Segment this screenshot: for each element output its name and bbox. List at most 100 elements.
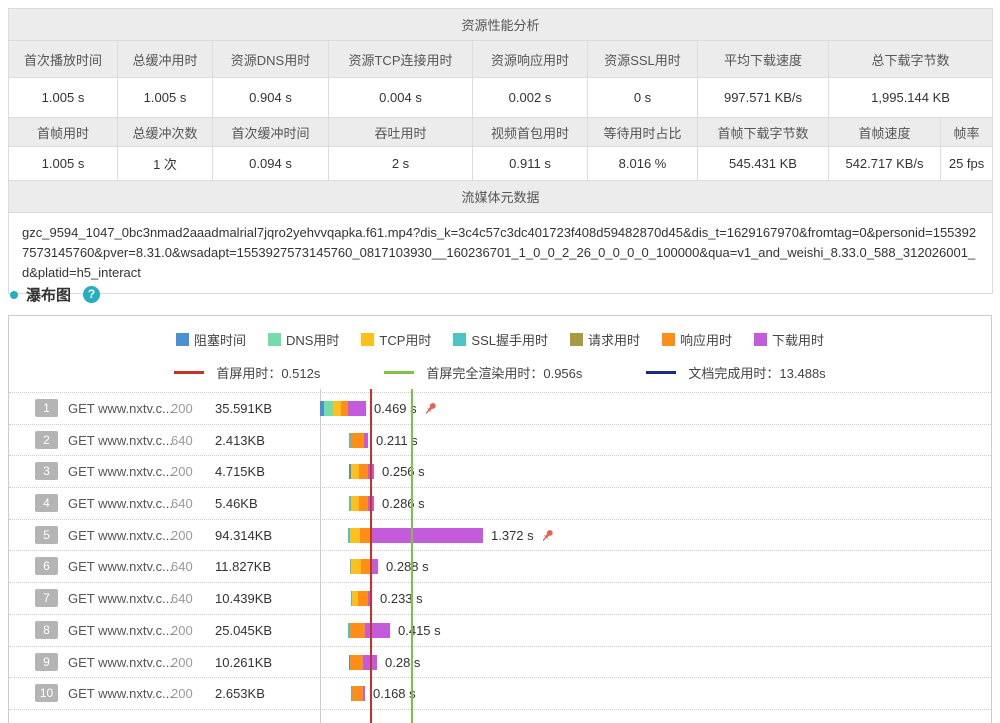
row-number-badge: 1 [35, 399, 58, 417]
block-segment [349, 654, 350, 670]
row-number-badge: 10 [35, 684, 58, 703]
waterfall-row[interactable]: 8 GET www.nxtv.c... 200 25.045KB 0.415 s [9, 615, 991, 647]
ssl-segment [348, 622, 350, 638]
row-number-badge: 3 [35, 462, 58, 481]
full_render_line-swatch-icon [384, 371, 415, 374]
response-size: 25.045KB [215, 622, 273, 638]
legend-label: DNS用时 [285, 333, 340, 348]
request-method-url: GET www.nxtv.c... [68, 559, 173, 575]
response-size: 10.439KB [215, 591, 273, 607]
metric-header-cell: 资源响应用时 [472, 40, 588, 78]
tcp-segment [350, 527, 360, 543]
metric-value-cell: 1.005 s [8, 77, 118, 118]
metric-header-cell: 资源TCP连接用时 [328, 40, 473, 78]
legend-item-block: 阻塞时间 [175, 330, 246, 349]
legend-item-response: 响应用时 [662, 330, 732, 349]
metric-value-cell: 0.904 s [212, 77, 329, 118]
tcp-segment [351, 496, 359, 512]
help-icon[interactable]: ? [83, 286, 101, 303]
request-method-url: GET www.nxtv.c... [68, 432, 173, 448]
waterfall-row[interactable]: 9 GET www.nxtv.c... 200 10.261KB 0.28 s [9, 647, 991, 679]
legend-item-request: 请求用时 [570, 330, 640, 349]
metric-value-cell: 0 s [587, 77, 698, 118]
metric-header-cell: 首次缓冲时间 [212, 117, 329, 147]
media-url-row: gzc_9594_1047_0bc3nmad2aaadmalrial7jqro2… [7, 211, 994, 295]
response-size: 10.261KB [215, 654, 273, 670]
waterfall-row[interactable]: 5 GET www.nxtv.c... 200 94.314KB 1.372 s [9, 520, 991, 552]
ssl-swatch-icon [453, 333, 467, 346]
response-segment [358, 591, 368, 607]
waterfall-row[interactable]: 7 GET www.nxtv.c... 640 10.439KB 0.233 s [9, 583, 991, 615]
legend-label: SSL握手用时 [471, 333, 548, 348]
bullet-icon [10, 290, 18, 299]
metric-value-cell: 1.005 s [117, 77, 213, 118]
waterfall-row[interactable]: 4 GET www.nxtv.c... 640 5.46KB 0.286 s [9, 488, 991, 520]
first-paint-marker-line [370, 389, 372, 723]
meta-title: 流媒体元数据 [7, 180, 994, 213]
status-code: 640 [171, 496, 193, 512]
response-segment [350, 622, 365, 638]
waterfall-rows: 1 GET www.nxtv.c... 200 35.591KB 0.469 s 2 GET… [9, 392, 991, 710]
legend-label: 下载用时 [772, 333, 825, 348]
legend-label: 首屏完全渲染用时：0.956s [426, 366, 583, 381]
request-time-label: 0.256 s [382, 464, 425, 480]
metric-value-cell: 1,995.144 KB [827, 77, 994, 118]
request-method-url: GET www.nxtv.c... [68, 686, 173, 702]
waterfall-row[interactable]: 1 GET www.nxtv.c... 200 35.591KB 0.469 s [9, 393, 991, 425]
ssl-segment [350, 559, 351, 575]
ssl-segment [349, 432, 351, 448]
metric-header-cell: 等待用时占比 [587, 117, 698, 147]
row-number-badge: 9 [35, 652, 58, 671]
block-swatch-icon [175, 333, 189, 346]
row-number-badge: 7 [35, 589, 58, 608]
pin-icon [423, 401, 438, 421]
request-method-url: GET www.nxtv.c... [68, 654, 173, 670]
download-segment [370, 527, 483, 543]
status-code: 640 [171, 591, 193, 607]
response-size: 4.715KB [215, 464, 265, 480]
timing-bar [351, 686, 365, 702]
metric-header-cell: 总下载字节数 [827, 40, 994, 78]
waterfall-row[interactable]: 3 GET www.nxtv.c... 200 4.715KB 0.256 s [9, 456, 991, 489]
request-time-label: 0.211 s [376, 432, 418, 448]
table-title: 资源性能分析 [7, 8, 994, 41]
metric-value-cell: 25 fps [939, 146, 994, 181]
response-size: 11.827KB [215, 559, 272, 575]
legend-item-full_render_line: 首屏完全渲染用时：0.956s [384, 363, 582, 382]
timing-bar [320, 401, 366, 416]
status-code: 200 [171, 527, 193, 543]
legend-item-ssl: SSL握手用时 [453, 330, 548, 349]
waterfall-section-header: 瀑布图 ? [10, 284, 101, 305]
metric-header-cell: 资源DNS用时 [212, 40, 329, 78]
row-number-badge: 2 [35, 430, 58, 449]
waterfall-row[interactable]: 10 GET www.nxtv.c... 200 2.653KB 0.168 s [9, 678, 991, 710]
request-time-label: 0.469 s [374, 401, 417, 416]
timing-bar [349, 432, 368, 448]
tcp-segment [333, 401, 341, 416]
request-time-label: 0.415 s [398, 622, 441, 638]
dns-segment [324, 401, 333, 416]
response-segment [359, 496, 368, 512]
download-segment [364, 432, 368, 448]
request-method-url: GET www.nxtv.c... [68, 496, 173, 512]
request-swatch-icon [570, 333, 583, 346]
full-render-marker-line [411, 389, 413, 723]
meta-title-row: 流媒体元数据 [7, 180, 994, 213]
response-segment [351, 432, 364, 448]
metric-value-cell: 542.717 KB/s [828, 146, 941, 181]
metrics-header-row-1: 首次播放时间 总缓冲用时 资源DNS用时 资源TCP连接用时 资源响应用时 资源SSL用时… [8, 40, 994, 78]
media-url: gzc_9594_1047_0bc3nmad2aaadmalrial7jqro2… [7, 211, 994, 295]
status-code: 200 [171, 654, 193, 670]
waterfall-row[interactable]: 2 GET www.nxtv.c... 640 2.413KB 0.211 s [9, 425, 991, 457]
metric-header-cell: 视频首包用时 [472, 117, 588, 147]
request-time-label: 1.372 s [491, 527, 534, 543]
row-number-badge: 4 [35, 494, 58, 513]
request-method-url: GET www.nxtv.c... [68, 591, 173, 607]
waterfall-row[interactable]: 6 GET www.nxtv.c... 640 11.827KB 0.288 s [9, 551, 991, 584]
tcp-swatch-icon [361, 333, 375, 346]
metric-header-cell: 平均下载速度 [697, 40, 829, 78]
request-method-url: GET www.nxtv.c... [68, 527, 173, 543]
metric-header-cell: 首帧用时 [8, 117, 118, 147]
